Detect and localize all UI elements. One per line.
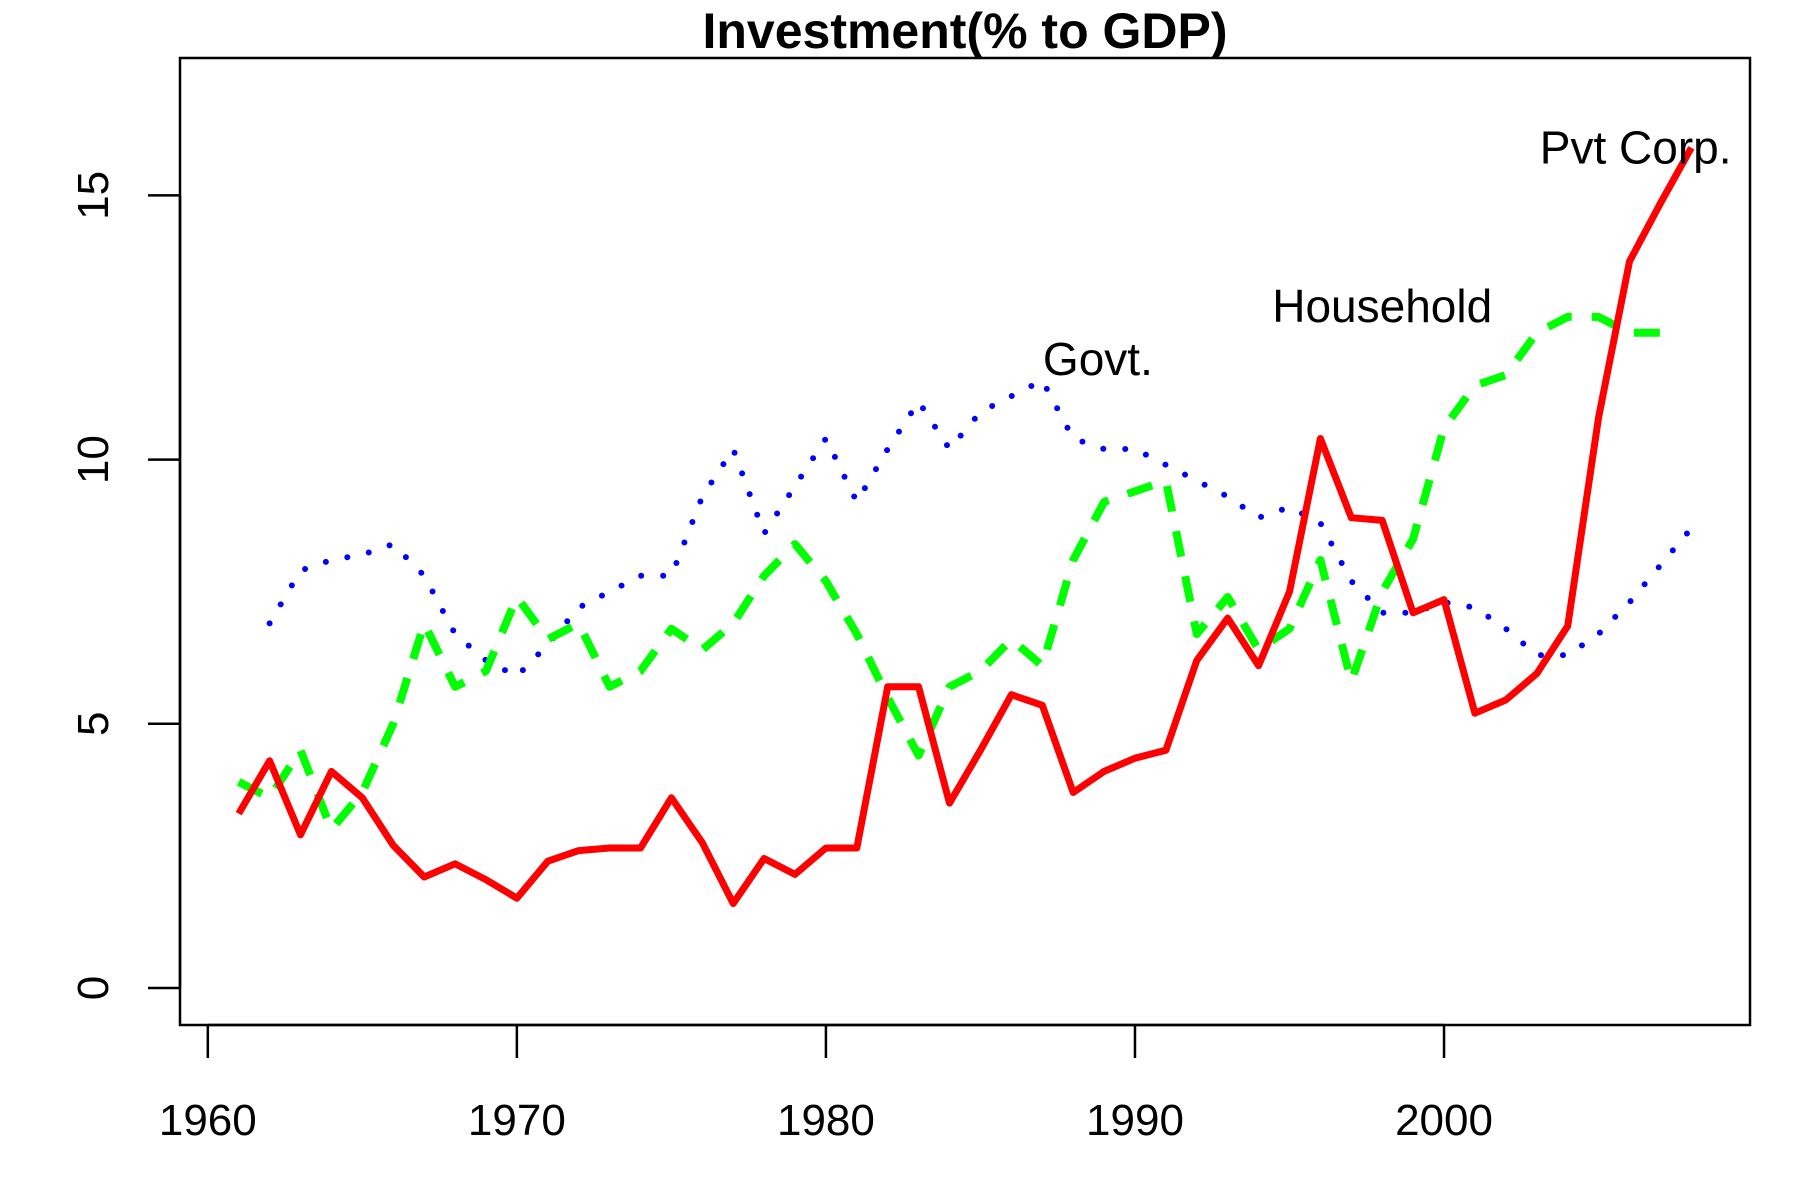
- chart-title: Investment(% to GDP): [702, 3, 1227, 59]
- y-tick-label: 5: [69, 712, 118, 736]
- x-tick-label: 1960: [159, 1096, 257, 1145]
- x-tick-label: 1970: [468, 1096, 566, 1145]
- x-tick-label: 2000: [1395, 1096, 1493, 1145]
- y-tick-label: 0: [69, 976, 118, 1000]
- x-tick-label: 1990: [1086, 1096, 1184, 1145]
- series-govt-line: [266, 377, 1695, 680]
- annotation-layer: Pvt Corp. Household Govt.: [1043, 122, 1732, 385]
- y-tick-label: 15: [69, 171, 118, 220]
- y-axis: 0 5 10 15: [69, 171, 182, 1000]
- annotation-household: Household: [1272, 280, 1492, 332]
- series-household-line: [236, 312, 1661, 834]
- plot-area: [178, 56, 1752, 1027]
- annotation-pvt-corp: Pvt Corp.: [1540, 122, 1732, 174]
- x-tick-label: 1980: [777, 1096, 875, 1145]
- series-pvt-corp-line: [235, 146, 1695, 907]
- x-axis: 1960 1970 1980 1990 2000: [159, 1023, 1493, 1145]
- series-layer: [235, 146, 1695, 907]
- annotation-govt: Govt.: [1043, 333, 1153, 385]
- y-tick-label: 10: [69, 435, 118, 484]
